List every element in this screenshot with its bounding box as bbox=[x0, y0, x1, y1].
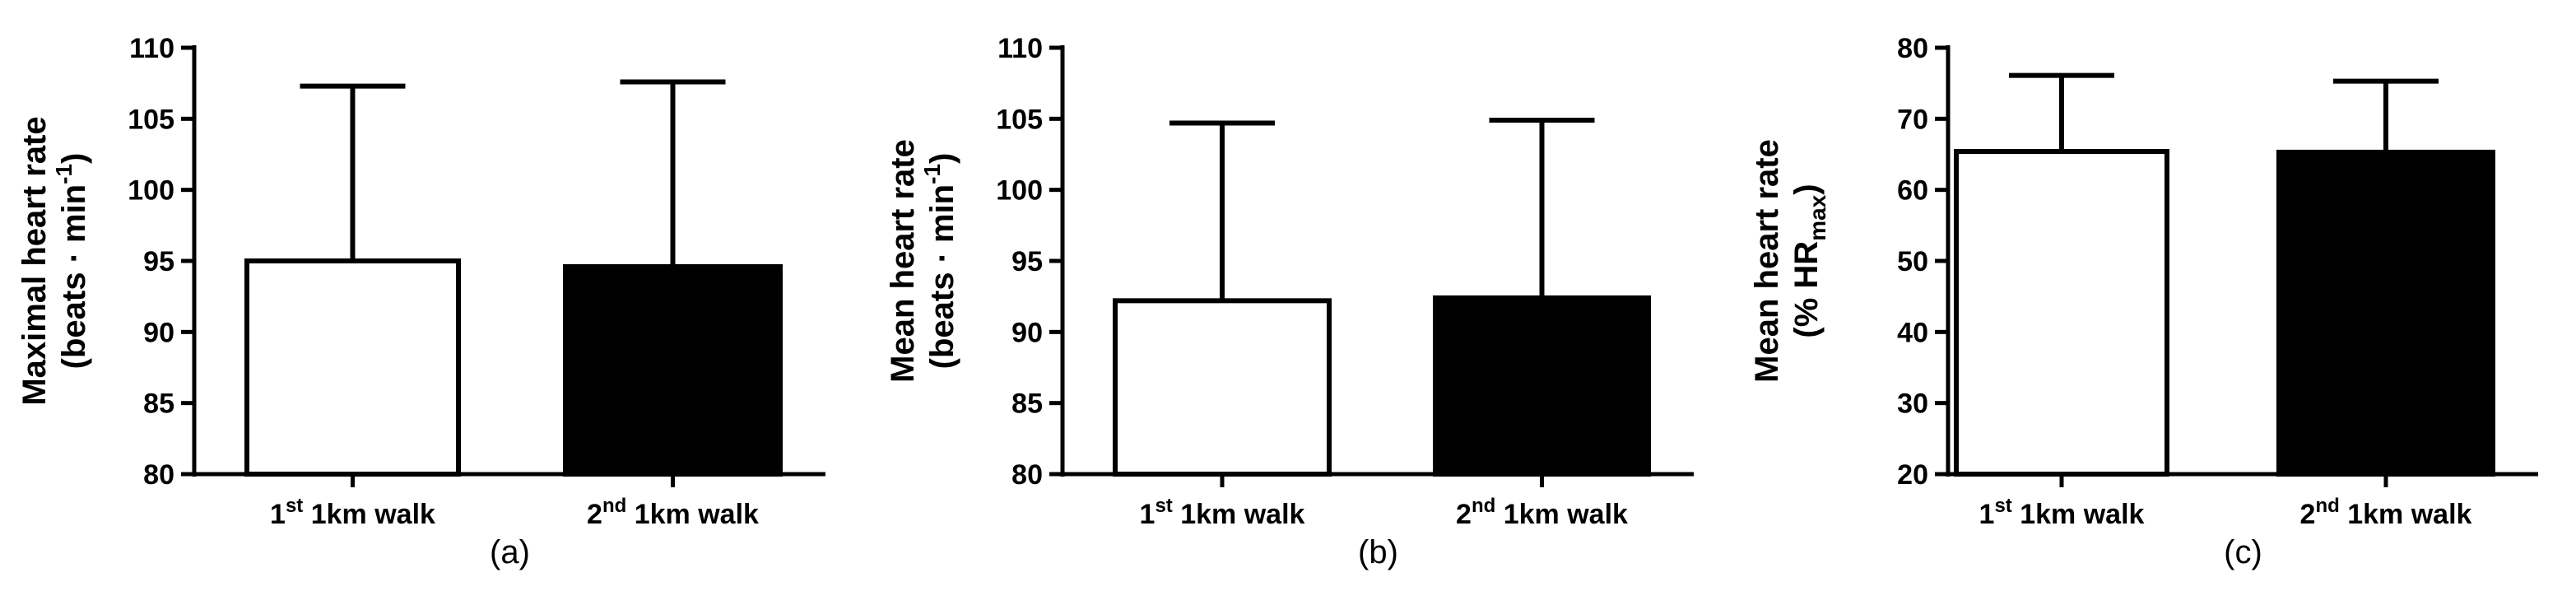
x-tick-label: 2nd 1km walk bbox=[1456, 495, 1628, 530]
y-axis-label: Mean heart rate (% HRmax) bbox=[1749, 139, 1830, 383]
x-tick-label: 2nd 1km walk bbox=[587, 495, 759, 530]
panel-label: (a) bbox=[490, 534, 530, 570]
x-tick-label: 2nd 1km walk bbox=[2300, 495, 2472, 530]
bar bbox=[2276, 149, 2495, 477]
panel-label: (c) bbox=[2224, 534, 2262, 570]
y-tick-label: 100 bbox=[996, 175, 1043, 207]
y-tick-label: 95 bbox=[143, 246, 174, 277]
x-tick-label: 1st 1km walk bbox=[1979, 495, 2145, 530]
y-tick-label: 20 bbox=[1897, 459, 1928, 491]
y-tick-label: 110 bbox=[997, 33, 1043, 64]
x-tick-label: 1st 1km walk bbox=[270, 495, 435, 530]
y-tick-label: 85 bbox=[143, 389, 174, 420]
chart-panel-3: 20 30 40 50 60 70 80 1st 1km walk 2nd 1km walk Me… bbox=[1749, 33, 2538, 570]
chart-panel-2: 80 85 90 95 100 105 110 1st 1km walk 2nd 1km wal… bbox=[885, 33, 1694, 570]
y-tick-label: 30 bbox=[1897, 389, 1928, 420]
bar bbox=[1433, 295, 1651, 477]
y-tick-label: 50 bbox=[1897, 246, 1928, 277]
y-tick-label: 70 bbox=[1897, 104, 1928, 135]
y-tick-label: 85 bbox=[1011, 389, 1043, 420]
y-tick-label: 40 bbox=[1897, 317, 1928, 348]
y-tick-label: 95 bbox=[1011, 246, 1043, 277]
y-axis-label: Mean heart rate (beats · min-1) bbox=[885, 139, 960, 383]
x-tick-label: 1st 1km walk bbox=[1140, 495, 1305, 530]
y-tick-label: 60 bbox=[1897, 175, 1928, 207]
y-tick-label: 90 bbox=[1011, 317, 1043, 348]
y-tick-label: 105 bbox=[128, 104, 174, 135]
bar bbox=[1954, 149, 2169, 477]
y-tick-label: 110 bbox=[129, 33, 174, 64]
panel-label: (b) bbox=[1358, 534, 1398, 570]
bar bbox=[1113, 298, 1332, 477]
y-tick-label: 100 bbox=[128, 175, 174, 207]
y-tick-label: 105 bbox=[996, 104, 1043, 135]
y-tick-label: 80 bbox=[1897, 33, 1928, 64]
bar bbox=[563, 263, 783, 477]
y-tick-label: 80 bbox=[143, 459, 174, 491]
chart-panel-1: 80 85 90 95 100 105 110 1st 1km walk 2nd 1km wal… bbox=[16, 33, 825, 570]
y-axis-label: Maximal heart rate (beats · min-1) bbox=[16, 116, 92, 405]
y-tick-label: 90 bbox=[143, 317, 174, 348]
y-tick-label: 80 bbox=[1011, 459, 1043, 491]
bar bbox=[244, 258, 461, 477]
